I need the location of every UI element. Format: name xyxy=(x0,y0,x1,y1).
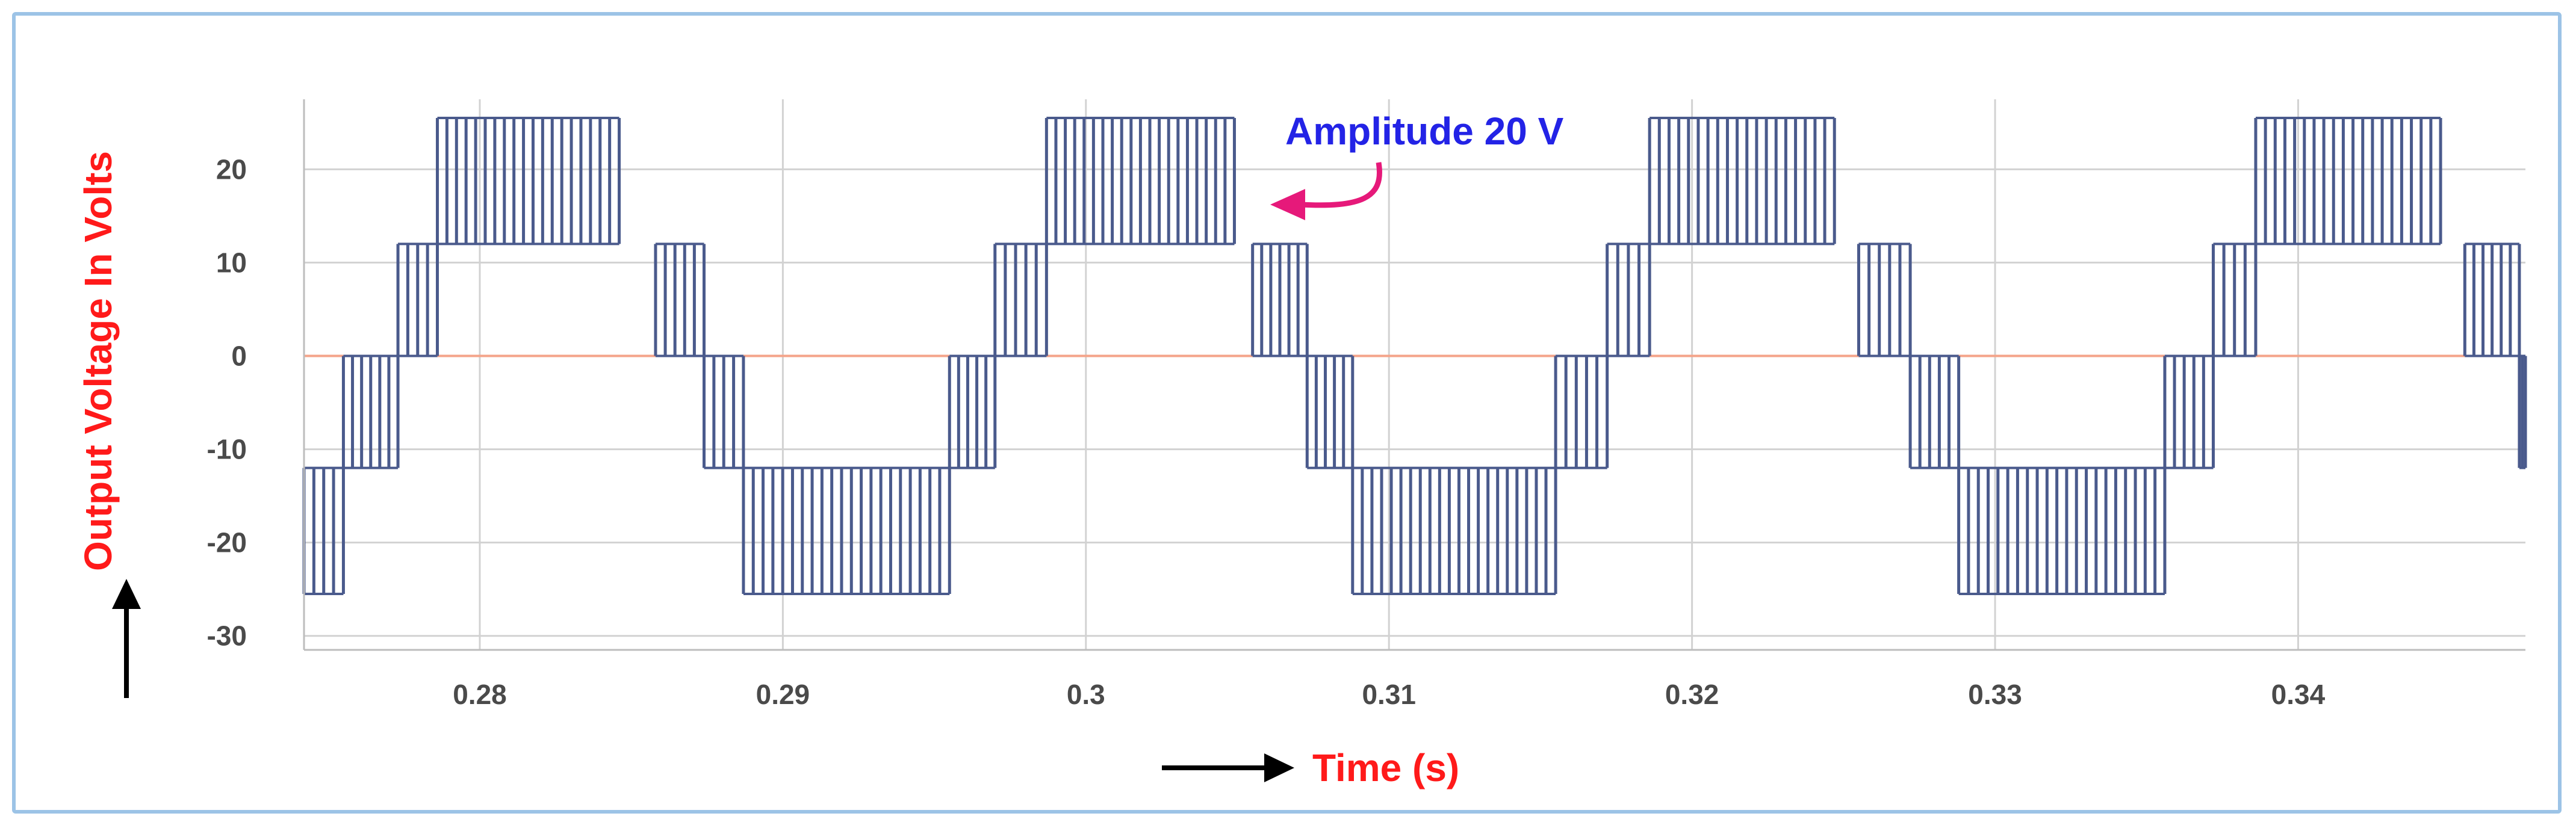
y-tick-label: -20 xyxy=(207,527,247,558)
y-tick-label: 20 xyxy=(216,153,247,185)
pulse-segment xyxy=(1351,466,1557,595)
x-tick-label: 0.28 xyxy=(453,679,507,710)
y-tick-label: 0 xyxy=(231,340,247,371)
x-tick-label: 0.31 xyxy=(1362,679,1416,710)
y-axis-label: Output Voltage In Volts xyxy=(76,151,120,571)
pulse-segment xyxy=(993,243,1048,357)
pulse-segment xyxy=(948,354,997,469)
pulse-segment xyxy=(436,117,621,246)
plot-border xyxy=(303,99,2525,651)
grid-lines xyxy=(304,99,2525,650)
figure-frame xyxy=(12,12,2562,814)
pulse-segment xyxy=(2254,117,2442,246)
pulse-segment xyxy=(1908,354,1961,469)
right-arrow-icon xyxy=(1162,753,1294,782)
output-voltage-pulses xyxy=(302,117,2527,595)
pulse-segment xyxy=(1648,117,1836,246)
pulse-segment xyxy=(1044,117,1236,246)
y-tick-label: -30 xyxy=(207,620,247,652)
y-tick-label: 10 xyxy=(216,247,247,278)
pulse-segment xyxy=(2518,354,2527,469)
annotation-arrow-icon xyxy=(1300,162,1382,208)
pulse-segment xyxy=(2211,243,2258,357)
pulse-segment xyxy=(1554,354,1609,469)
amplitude-annotation: Amplitude 20 V xyxy=(1285,110,1564,153)
pulse-segment xyxy=(1957,466,2167,595)
y-tick-labels: 20 10 0 -10 -20 -30 xyxy=(207,153,247,651)
pulse-segment xyxy=(302,466,345,595)
x-tick-label: 0.3 xyxy=(1067,679,1105,710)
pulse-segment xyxy=(2163,354,2215,469)
y-tick-label: -10 xyxy=(207,434,247,465)
up-arrow-icon xyxy=(112,579,141,698)
pulse-segment xyxy=(2463,243,2521,357)
pulse-segment xyxy=(341,354,400,469)
x-axis-label: Time (s) xyxy=(1312,746,1459,789)
pulse-segment xyxy=(1305,354,1355,469)
pulse-segment xyxy=(703,354,745,469)
pulse-segment xyxy=(1251,243,1309,357)
x-tick-labels: 0.28 0.29 0.3 0.31 0.32 0.33 0.34 xyxy=(453,679,2325,710)
pulse-segment xyxy=(1606,243,1651,357)
pulse-segment xyxy=(396,243,439,357)
x-tick-label: 0.33 xyxy=(1968,679,2022,710)
pulse-segment xyxy=(742,466,951,595)
pulse-segment xyxy=(654,243,706,357)
pulse-segment xyxy=(1857,243,1912,357)
x-tick-label: 0.29 xyxy=(756,679,810,710)
x-tick-label: 0.32 xyxy=(1665,679,1719,710)
x-tick-label: 0.34 xyxy=(2271,679,2326,710)
annotation-arrowhead-icon xyxy=(1270,189,1305,220)
